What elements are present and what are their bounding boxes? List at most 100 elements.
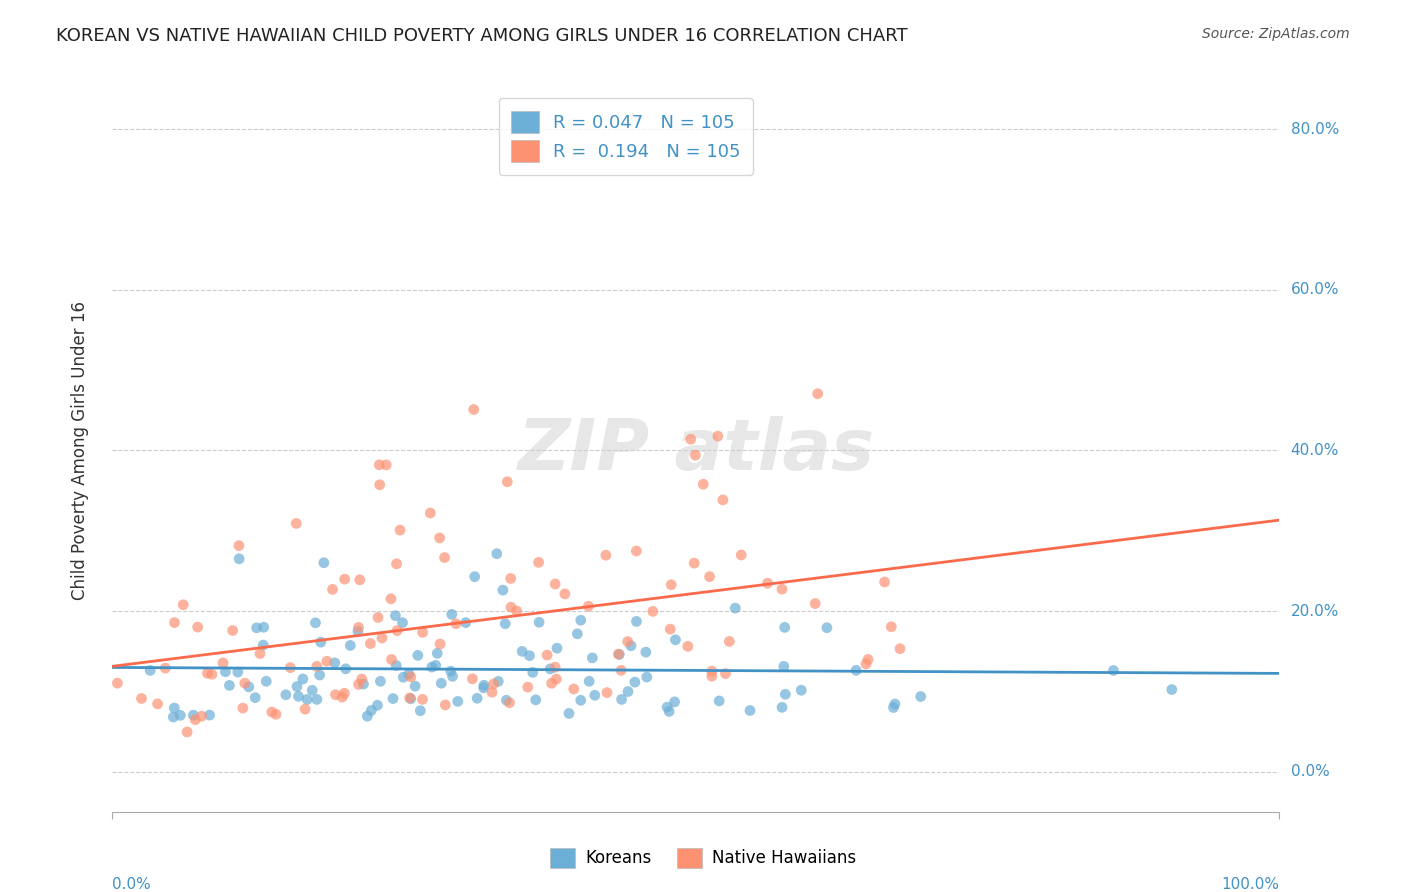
Point [492, 583, 515, 598]
Point [495, 693, 517, 707]
Point [420, 660, 443, 674]
Point [398, 690, 420, 705]
Point [889, 641, 911, 656]
Point [641, 604, 664, 618]
Point [367, 610, 389, 624]
Point [228, 551, 250, 566]
Point [335, 662, 357, 676]
Point [472, 678, 495, 692]
Legend: R = 0.047   N = 105, R =  0.194   N = 105: R = 0.047 N = 105, R = 0.194 N = 105 [499, 98, 754, 175]
Point [232, 701, 254, 715]
Point [699, 569, 721, 583]
Point [1160, 682, 1182, 697]
Point [350, 672, 373, 686]
Point [546, 641, 568, 656]
Point [294, 702, 316, 716]
Point [692, 477, 714, 491]
Point [245, 621, 267, 635]
Point [285, 516, 308, 531]
Point [287, 690, 309, 704]
Point [658, 705, 681, 719]
Point [472, 681, 495, 695]
Point [465, 691, 488, 706]
Point [433, 550, 456, 565]
Point [790, 683, 813, 698]
Point [226, 665, 249, 679]
Point [496, 475, 519, 489]
Point [527, 615, 550, 630]
Point [634, 645, 657, 659]
Point [163, 615, 186, 630]
Text: 20.0%: 20.0% [1291, 604, 1339, 618]
Point [578, 674, 600, 689]
Point [815, 621, 838, 635]
Point [676, 640, 699, 654]
Point [454, 615, 477, 630]
Point [304, 615, 326, 630]
Point [659, 578, 682, 592]
Point [464, 569, 486, 583]
Point [385, 624, 408, 638]
Point [567, 627, 589, 641]
Point [807, 386, 830, 401]
Point [558, 706, 581, 721]
Text: 0.0%: 0.0% [1291, 764, 1329, 779]
Point [221, 624, 243, 638]
Point [308, 668, 330, 682]
Point [339, 639, 361, 653]
Point [228, 539, 250, 553]
Point [581, 651, 603, 665]
Point [538, 662, 561, 676]
Y-axis label: Child Poverty Among Girls Under 16: Child Poverty Among Girls Under 16 [70, 301, 89, 600]
Point [856, 652, 879, 666]
Point [347, 620, 370, 634]
Point [169, 708, 191, 723]
Text: ZIP atlas: ZIP atlas [517, 416, 875, 485]
Point [910, 690, 932, 704]
Point [610, 692, 633, 706]
Point [562, 681, 585, 696]
Point [873, 574, 896, 589]
Text: 60.0%: 60.0% [1291, 283, 1339, 297]
Point [540, 676, 562, 690]
Point [360, 703, 382, 717]
Text: Source: ZipAtlas.com: Source: ZipAtlas.com [1202, 27, 1350, 41]
Point [536, 648, 558, 662]
Point [804, 597, 827, 611]
Point [385, 658, 408, 673]
Point [291, 672, 314, 686]
Point [664, 632, 686, 647]
Point [724, 601, 747, 615]
Point [569, 613, 592, 627]
Point [882, 700, 904, 714]
Point [884, 697, 907, 711]
Point [617, 684, 640, 698]
Point [146, 697, 169, 711]
Point [679, 432, 702, 446]
Point [184, 713, 207, 727]
Point [107, 676, 129, 690]
Point [596, 685, 619, 699]
Point [441, 669, 464, 683]
Point [463, 402, 485, 417]
Point [659, 622, 682, 636]
Point [201, 667, 224, 681]
Point [333, 686, 356, 700]
Point [440, 664, 463, 678]
Point [756, 576, 779, 591]
Point [198, 708, 221, 723]
Point [595, 548, 617, 562]
Point [301, 683, 323, 698]
Point [683, 556, 706, 570]
Point [382, 691, 405, 706]
Point [738, 704, 761, 718]
Point [385, 557, 408, 571]
Point [624, 675, 647, 690]
Point [295, 692, 318, 706]
Point [264, 707, 287, 722]
Point [544, 660, 567, 674]
Point [155, 661, 177, 675]
Point [349, 573, 371, 587]
Point [626, 615, 648, 629]
Point [356, 709, 378, 723]
